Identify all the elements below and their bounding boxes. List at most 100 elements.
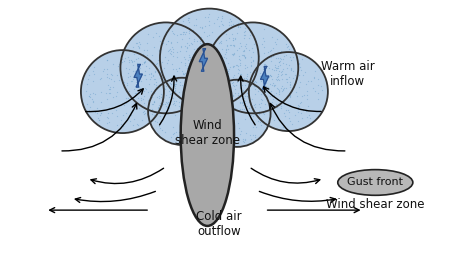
Point — [296, 65, 303, 70]
Point — [181, 63, 189, 67]
Point — [297, 111, 304, 115]
Point — [133, 80, 140, 84]
Point — [287, 83, 294, 88]
Ellipse shape — [338, 170, 413, 195]
Point — [149, 35, 157, 39]
Point — [268, 73, 275, 78]
Point — [175, 100, 182, 104]
Point — [223, 43, 230, 48]
Point — [179, 32, 186, 36]
Polygon shape — [261, 66, 269, 89]
Point — [257, 92, 264, 96]
Point — [103, 58, 111, 63]
Point — [261, 108, 269, 112]
Point — [294, 110, 301, 115]
Point — [161, 101, 168, 106]
Point — [172, 80, 180, 85]
Point — [185, 16, 193, 20]
Point — [273, 56, 281, 60]
Point — [206, 74, 214, 78]
Point — [260, 51, 267, 56]
Point — [152, 119, 159, 123]
Point — [136, 42, 144, 46]
Point — [241, 138, 249, 143]
Point — [259, 98, 266, 103]
Point — [230, 51, 237, 56]
Point — [255, 85, 262, 90]
Point — [240, 30, 247, 34]
Point — [274, 66, 282, 70]
Point — [180, 108, 188, 112]
Point — [230, 64, 237, 68]
Point — [234, 66, 242, 71]
Point — [183, 66, 191, 71]
Point — [176, 32, 183, 36]
Point — [142, 111, 149, 115]
Point — [237, 44, 245, 49]
Point — [216, 79, 223, 83]
Point — [232, 76, 240, 81]
Point — [251, 112, 258, 116]
Point — [241, 48, 248, 52]
Point — [182, 90, 190, 94]
Point — [173, 77, 181, 81]
Point — [147, 75, 155, 79]
Point — [251, 84, 258, 88]
Point — [186, 35, 193, 40]
Point — [278, 88, 285, 93]
Point — [220, 76, 228, 80]
Point — [304, 115, 311, 120]
Point — [114, 113, 121, 118]
Point — [289, 55, 297, 59]
Point — [222, 90, 229, 95]
Point — [234, 22, 242, 26]
Point — [246, 133, 254, 138]
Point — [206, 70, 214, 74]
Point — [245, 88, 253, 92]
Point — [198, 60, 206, 64]
Point — [125, 58, 133, 62]
Point — [228, 81, 236, 85]
Point — [173, 39, 181, 44]
Point — [155, 48, 163, 53]
Point — [254, 119, 262, 123]
Point — [272, 77, 279, 81]
Point — [159, 77, 166, 82]
Point — [97, 77, 104, 81]
Point — [149, 74, 157, 78]
Point — [255, 111, 263, 116]
Point — [184, 66, 192, 70]
Point — [192, 96, 200, 100]
Point — [171, 90, 178, 95]
Point — [155, 93, 163, 98]
Point — [295, 61, 303, 66]
Point — [214, 112, 222, 117]
Point — [107, 72, 115, 76]
Point — [276, 63, 284, 67]
Point — [244, 77, 251, 82]
Point — [250, 41, 258, 46]
Point — [199, 126, 207, 130]
Point — [135, 91, 143, 95]
Point — [167, 135, 175, 140]
Point — [277, 72, 284, 77]
Point — [186, 87, 194, 91]
Point — [181, 44, 188, 48]
Point — [169, 95, 176, 100]
Point — [214, 80, 221, 84]
Point — [268, 94, 275, 98]
Point — [167, 41, 175, 45]
Point — [175, 104, 183, 109]
Point — [122, 66, 130, 70]
Point — [138, 62, 146, 66]
Point — [178, 37, 185, 41]
Point — [288, 121, 296, 126]
Point — [273, 104, 281, 109]
Point — [300, 108, 307, 112]
Point — [229, 83, 237, 88]
Point — [105, 106, 112, 110]
Point — [227, 120, 235, 124]
Point — [224, 47, 232, 51]
Point — [247, 105, 255, 109]
Point — [274, 64, 282, 69]
